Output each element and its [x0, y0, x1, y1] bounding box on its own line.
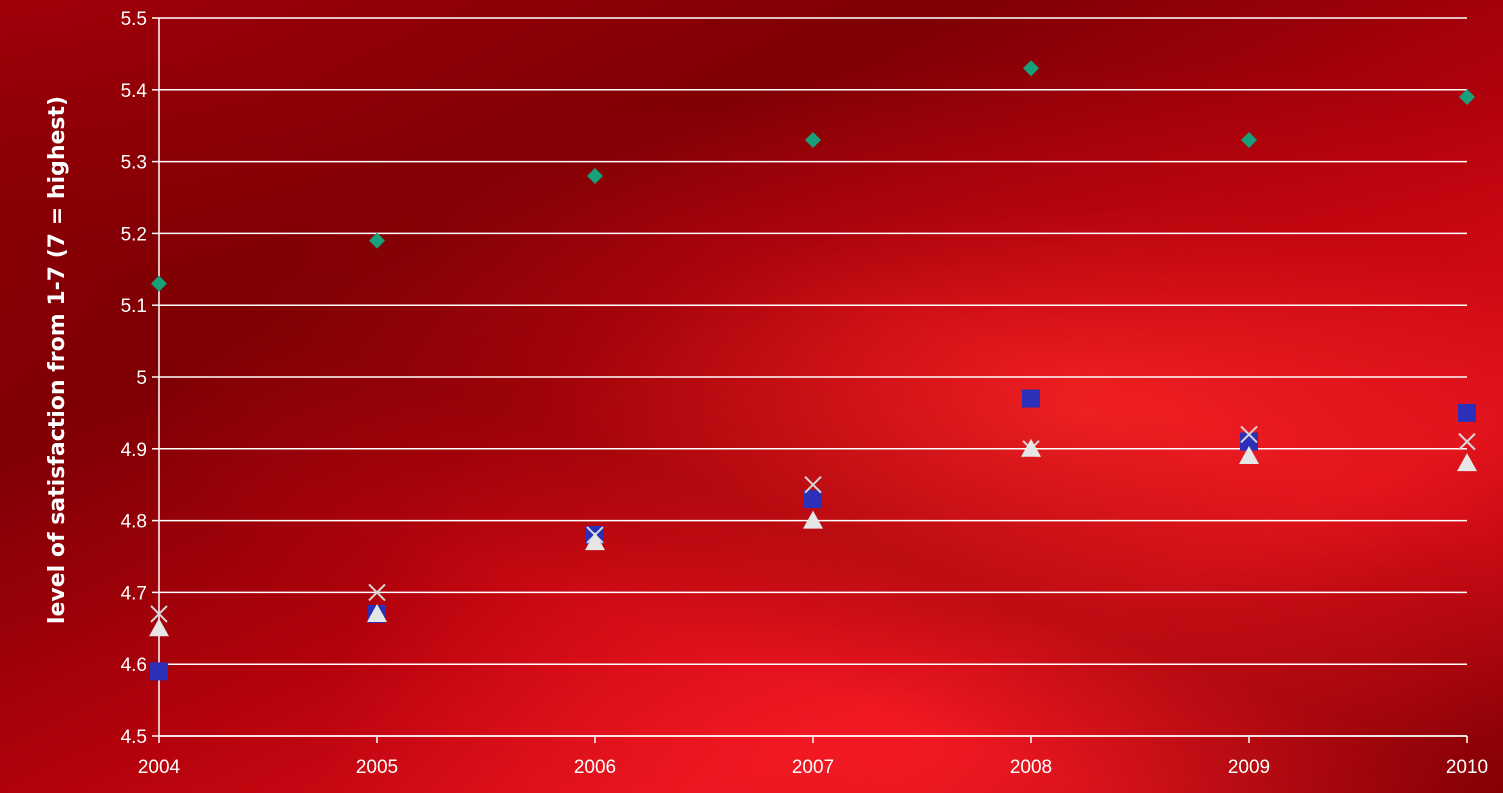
- y-tick-label: 4.6: [121, 655, 147, 676]
- x-marker: [804, 475, 822, 494]
- diamond-marker: [369, 232, 385, 249]
- y-tick-label: 4.9: [121, 440, 147, 461]
- triangle-marker: [585, 532, 605, 551]
- x-tick-label: 2006: [574, 757, 616, 778]
- triangle-marker: [803, 510, 823, 529]
- square-marker: [804, 490, 822, 509]
- y-axis-label: level of satisfaction from 1-7 (7 = high…: [45, 96, 70, 624]
- diamond-marker: [1459, 88, 1475, 105]
- y-tick-label: 5.5: [121, 9, 147, 30]
- y-tick-label: 4.5: [121, 727, 147, 748]
- square-marker: [1458, 403, 1476, 422]
- square-marker: [1240, 432, 1258, 451]
- diamond-marker: [587, 167, 603, 184]
- triangle-marker: [1239, 445, 1259, 464]
- x-marker: [368, 583, 386, 602]
- triangle-marker: [367, 603, 387, 622]
- triangle-marker: [1457, 453, 1477, 472]
- x-tick-label: 2010: [1446, 757, 1488, 778]
- y-tick-label: 5: [136, 368, 147, 389]
- triangle-marker: [1021, 438, 1041, 457]
- x-marker: [150, 605, 168, 623]
- x-marker: [1240, 425, 1258, 444]
- diamond-marker: [1023, 60, 1039, 77]
- x-tick-label: 2005: [356, 757, 398, 778]
- data-points: [149, 60, 1477, 681]
- gridlines: [159, 17, 1467, 737]
- diamond-marker: [1241, 132, 1257, 149]
- y-tick-label: 5.2: [121, 224, 147, 245]
- diamond-marker: [805, 132, 821, 149]
- square-marker: [1022, 389, 1040, 408]
- diamond-marker: [151, 275, 167, 292]
- x-tick-label: 2009: [1228, 757, 1270, 778]
- square-marker: [150, 662, 168, 681]
- x-tick-label: 2004: [138, 757, 181, 778]
- x-tick-label: 2007: [792, 757, 834, 778]
- x-tick-label: 2008: [1010, 757, 1052, 778]
- y-tick-label: 4.7: [121, 583, 147, 604]
- tick-labels: 4.5 4.6 4.7 4.8 4.9 5 5.1 5.2 5.3 5.4 5.5 2004 2005 2…: [121, 9, 1489, 778]
- y-tick-label: 5.1: [121, 296, 147, 317]
- x-marker: [1458, 432, 1476, 451]
- y-tick-label: 4.8: [121, 512, 147, 533]
- y-tick-label: 5.3: [121, 153, 147, 174]
- y-tick-label: 5.4: [121, 81, 148, 102]
- triangle-marker: [149, 618, 169, 637]
- axes: [152, 17, 1468, 743]
